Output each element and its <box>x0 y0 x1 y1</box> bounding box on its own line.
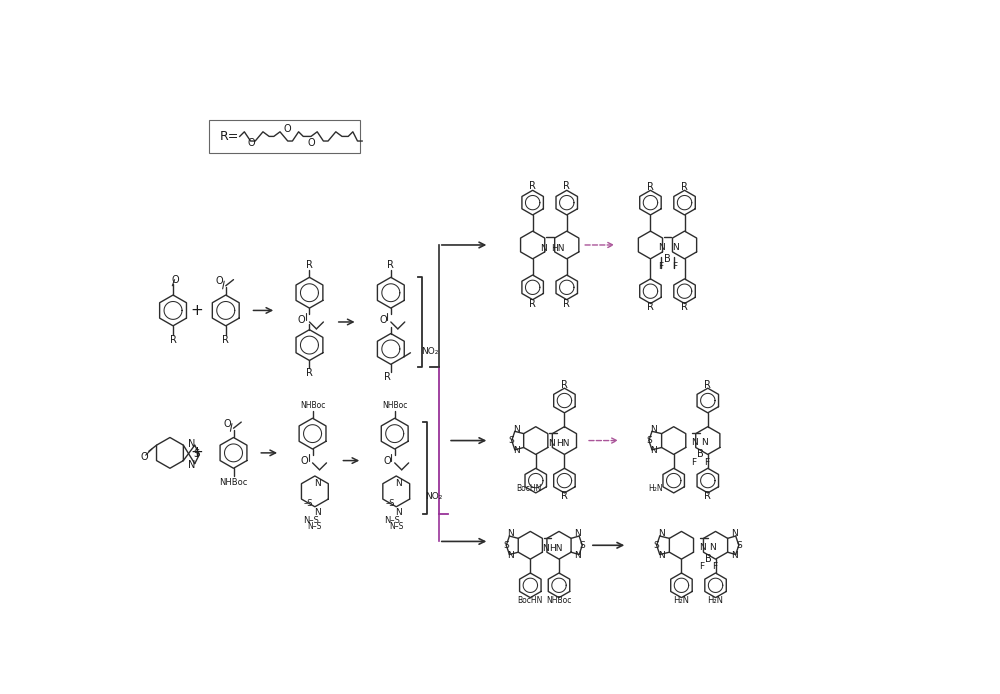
Text: R: R <box>563 181 570 192</box>
Text: O: O <box>248 138 255 149</box>
Text: N: N <box>574 530 581 539</box>
Text: O: O <box>216 276 223 286</box>
Text: R: R <box>561 380 568 390</box>
Text: N: N <box>540 244 547 253</box>
Text: N: N <box>188 439 195 448</box>
Text: N: N <box>513 425 520 434</box>
Text: O: O <box>383 457 391 466</box>
Text: R: R <box>384 372 391 382</box>
Text: N: N <box>650 446 657 455</box>
Text: N: N <box>314 479 321 488</box>
Text: N–S: N–S <box>389 521 403 530</box>
Text: R: R <box>561 491 568 501</box>
Text: –S: –S <box>385 499 395 508</box>
Text: N: N <box>395 479 402 488</box>
Text: HN: HN <box>549 544 563 553</box>
Text: +: + <box>191 446 203 460</box>
Text: F: F <box>691 457 696 466</box>
Text: N–S: N–S <box>308 521 322 530</box>
Text: N: N <box>395 509 402 518</box>
Text: F: F <box>704 457 710 466</box>
Text: R: R <box>222 335 229 345</box>
Text: O: O <box>140 452 148 462</box>
Text: N–S: N–S <box>303 516 319 525</box>
Text: –S: –S <box>304 499 313 508</box>
Text: O: O <box>379 316 387 325</box>
Text: NHBoc: NHBoc <box>300 400 325 409</box>
Text: N: N <box>508 551 514 560</box>
Bar <box>209 120 360 153</box>
Text: R: R <box>387 260 394 270</box>
Text: N: N <box>650 425 657 434</box>
Text: N: N <box>542 544 549 553</box>
Text: NHBoc: NHBoc <box>382 400 407 409</box>
Text: N: N <box>731 530 738 539</box>
Text: S: S <box>646 436 652 445</box>
Text: N: N <box>548 439 555 448</box>
Text: N: N <box>508 530 514 539</box>
Text: HN: HN <box>556 439 570 448</box>
Text: S: S <box>193 450 199 459</box>
Text: +: + <box>191 303 203 318</box>
Text: O: O <box>223 418 231 429</box>
Text: O: O <box>298 316 306 325</box>
Text: N: N <box>574 551 581 560</box>
Text: R: R <box>681 183 688 192</box>
Text: R: R <box>306 368 313 378</box>
Text: N: N <box>691 439 698 448</box>
Text: B: B <box>697 450 704 459</box>
Text: R: R <box>306 260 313 270</box>
Text: O: O <box>283 124 291 135</box>
Text: B: B <box>664 254 671 264</box>
Text: N: N <box>658 243 665 252</box>
Text: N: N <box>701 439 708 448</box>
Text: S: S <box>736 541 742 550</box>
Text: BocHN: BocHN <box>518 596 543 605</box>
Text: O: O <box>308 138 316 149</box>
Text: NO₂: NO₂ <box>425 491 443 500</box>
Text: R: R <box>529 181 536 192</box>
Text: R: R <box>647 183 654 192</box>
Text: H₂N: H₂N <box>673 596 689 605</box>
Text: O: O <box>301 457 309 466</box>
Text: NHBoc: NHBoc <box>546 596 572 605</box>
Text: F: F <box>658 262 663 271</box>
Text: F: F <box>672 262 677 271</box>
Text: N: N <box>672 243 679 252</box>
Text: R: R <box>647 302 654 312</box>
Text: N: N <box>658 530 665 539</box>
Text: N: N <box>314 509 321 518</box>
Text: B: B <box>705 554 712 564</box>
Text: NHBoc: NHBoc <box>219 477 248 486</box>
Text: S: S <box>579 541 585 550</box>
Text: N: N <box>699 543 706 552</box>
Text: N–S: N–S <box>384 516 400 525</box>
Text: R=: R= <box>220 130 239 143</box>
Text: S: S <box>503 541 509 550</box>
Text: R: R <box>681 302 688 312</box>
Text: H₂N: H₂N <box>708 596 724 605</box>
Text: R: R <box>529 298 536 309</box>
Text: NO₂: NO₂ <box>421 347 439 356</box>
Text: F: F <box>699 562 704 571</box>
Text: R: R <box>170 335 176 345</box>
Text: R: R <box>704 491 711 501</box>
Text: N: N <box>709 543 716 552</box>
Text: S: S <box>509 436 515 445</box>
Text: BocHN: BocHN <box>516 484 542 493</box>
Text: O: O <box>172 275 179 285</box>
Text: F: F <box>712 562 717 571</box>
Text: N: N <box>731 551 738 560</box>
Text: HN: HN <box>551 244 564 253</box>
Text: R: R <box>563 298 570 309</box>
Text: N: N <box>658 551 665 560</box>
Text: N: N <box>513 446 520 455</box>
Text: N: N <box>188 460 195 471</box>
Text: S: S <box>654 541 660 550</box>
Text: R: R <box>704 380 711 390</box>
Text: H₂N: H₂N <box>648 484 663 493</box>
